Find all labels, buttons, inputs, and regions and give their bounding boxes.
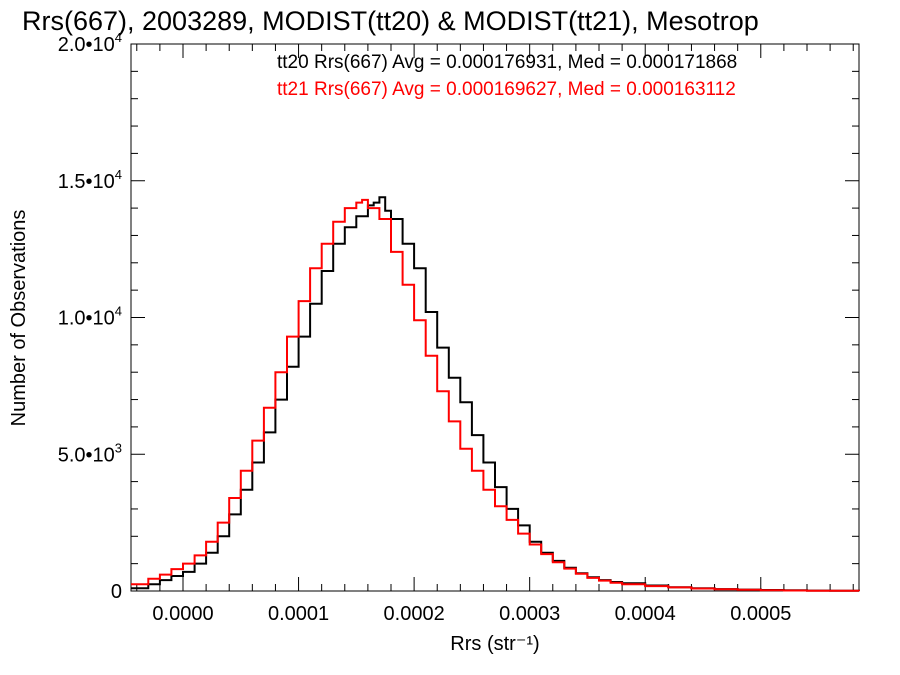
x-axis: 0.0000 0.0001 0.0002 0.0003 0.0004 0.0005: [136, 44, 854, 625]
legend-entry-tt21: tt21 Rrs(667) Avg = 0.000169627, Med = 0…: [277, 79, 736, 100]
series-group: [131, 196, 860, 592]
y-tick-label: 0: [111, 581, 122, 603]
chart-title: Rrs(667), 2003289, MODIST(tt20) & MODIST…: [22, 6, 759, 36]
x-tick-label: 0.0000: [152, 603, 213, 625]
y-tick-label: 5.0•103: [58, 440, 122, 466]
y-tick-label: 1.5•104: [58, 167, 122, 193]
series-tt20-line: [131, 196, 860, 592]
x-tick-label: 0.0005: [730, 603, 791, 625]
x-axis-label: Rrs (str⁻¹): [450, 633, 539, 655]
x-tick-label: 0.0002: [384, 603, 445, 625]
y-axis: 0 5.0•103 1.0•104 1.5•104 2.0•104: [58, 30, 859, 603]
y-tick-label: 1.0•104: [58, 304, 122, 330]
x-tick-label: 0.0003: [499, 603, 560, 625]
legend-entry-tt20: tt20 Rrs(667) Avg = 0.000176931, Med = 0…: [277, 52, 737, 73]
y-tick-label: 2.0•104: [58, 30, 122, 56]
x-tick-label: 0.0001: [268, 603, 329, 625]
y-axis-label: Number of Observations: [8, 210, 30, 427]
series-tt21-line: [131, 198, 860, 592]
x-tick-label: 0.0004: [615, 603, 676, 625]
